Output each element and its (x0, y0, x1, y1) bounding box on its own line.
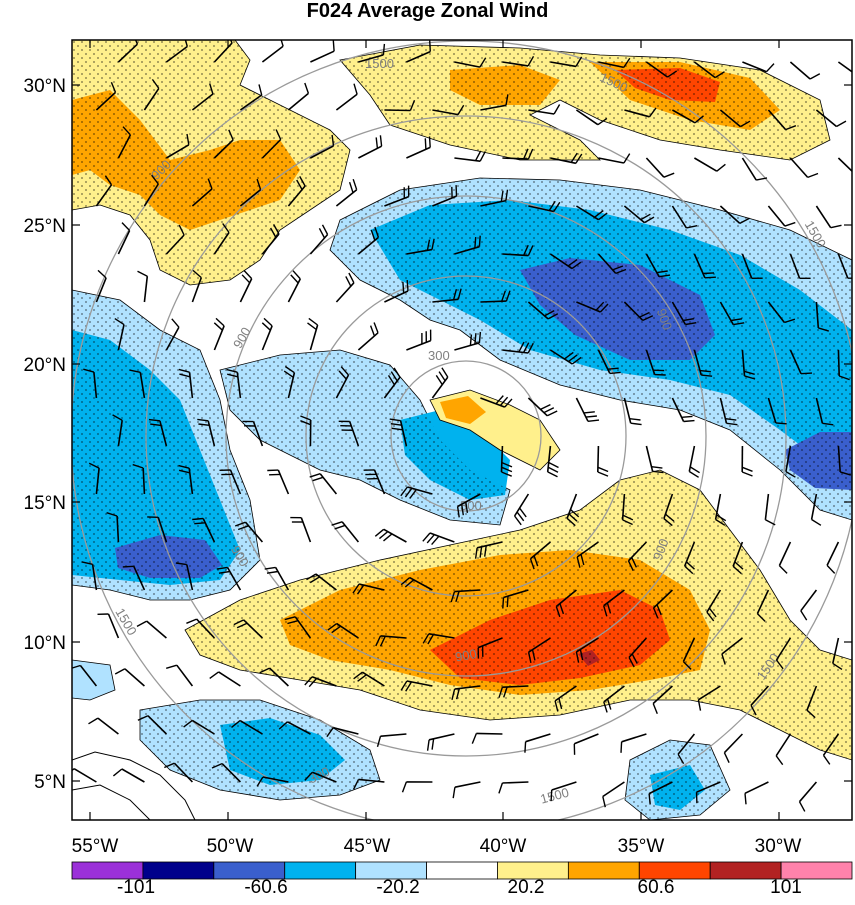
lon-label-35w: 35°W (618, 836, 665, 857)
lon-label-55w: 55°W (72, 836, 119, 857)
lat-labels: 30°N 25°N 20°N 15°N 10°N 5°N (24, 76, 66, 793)
lat-label-20n: 20°N (24, 355, 66, 376)
colorbar-labels: -101 -60.6 -20.2 20.2 60.6 101 (117, 877, 802, 898)
colorbar-tick-label: -101 (117, 877, 155, 898)
colorbar-tick-label: -20.2 (376, 877, 419, 898)
lat-label-10n: 10°N (24, 633, 66, 654)
lat-label-5n: 5°N (34, 772, 66, 793)
lon-label-45w: 45°W (344, 836, 391, 857)
lon-label-30w: 30°W (755, 836, 802, 857)
colorbar-tick-label: 20.2 (508, 877, 545, 898)
colorbar-swatch (285, 862, 356, 879)
lon-label-40w: 40°W (480, 836, 527, 857)
lat-label-30n: 30°N (24, 76, 66, 97)
colorbar-tick-label: -60.6 (244, 877, 287, 898)
lon-labels: 55°W 50°W 45°W 40°W 35°W 30°W (72, 836, 802, 857)
lon-label-50w: 50°W (207, 836, 254, 857)
map-plot-area: 300 900 1500 300 900 1500 900 1500 900 1… (66, 33, 855, 831)
lat-label-15n: 15°N (24, 493, 66, 514)
colorbar-tick-label: 101 (770, 877, 802, 898)
lat-label-25n: 25°N (24, 216, 66, 237)
colorbar (72, 862, 852, 879)
colorbar-tick-label: 60.6 (638, 877, 675, 898)
colorbar-swatch (427, 862, 498, 879)
ring-label: 300 (428, 348, 450, 363)
colorbar-swatch (568, 862, 639, 879)
